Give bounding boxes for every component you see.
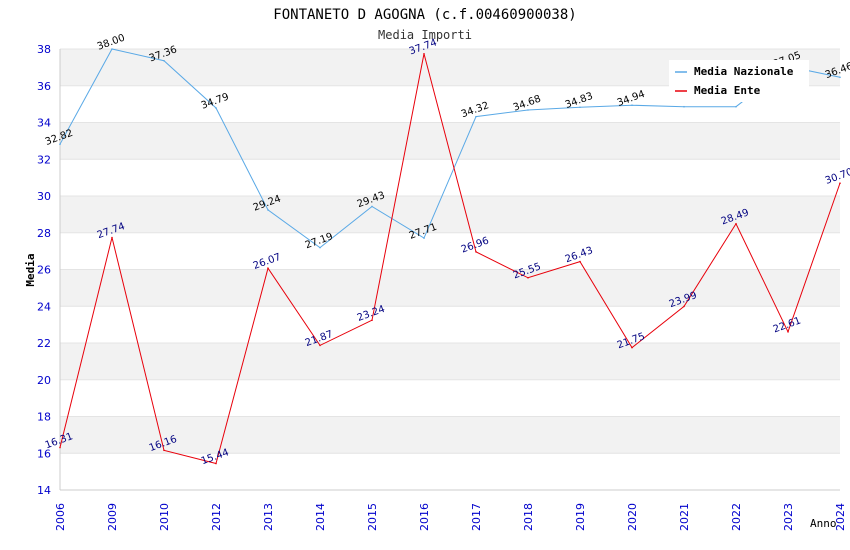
data-point xyxy=(683,305,685,308)
grid-band xyxy=(60,269,840,307)
y-tick-label: 32 xyxy=(37,153,51,166)
data-label: 34.79 xyxy=(200,92,231,112)
x-tick-label: 2023 xyxy=(782,503,795,531)
y-tick-label: 30 xyxy=(37,190,51,203)
data-point xyxy=(735,105,737,108)
data-point xyxy=(787,330,789,333)
data-point xyxy=(163,449,165,452)
y-tick-label: 20 xyxy=(37,374,51,387)
x-tick-label: 2015 xyxy=(366,503,379,531)
x-tick-label: 2013 xyxy=(262,503,275,531)
y-axis-label: Media xyxy=(24,253,37,286)
x-tick-label: 2017 xyxy=(470,503,483,531)
chart-subtitle: Media Importi xyxy=(378,28,472,42)
x-tick-label: 2020 xyxy=(626,503,639,531)
y-tick-label: 18 xyxy=(37,411,51,424)
data-label: 34.32 xyxy=(460,100,491,120)
data-point xyxy=(423,237,425,239)
x-axis-label: Anno xyxy=(810,517,837,530)
x-tick-label: 2014 xyxy=(314,503,327,531)
data-point xyxy=(163,59,165,62)
data-point xyxy=(839,182,841,184)
data-point xyxy=(319,246,321,249)
legend-label-nazionale: Media Nazionale xyxy=(694,65,794,78)
data-point xyxy=(423,52,425,55)
y-tick-labels: 14 16 18 20 22 24 26 28 30 32 34 36 38 xyxy=(37,43,51,497)
data-point xyxy=(267,267,269,270)
x-tick-label: 2016 xyxy=(418,503,431,531)
data-point xyxy=(579,260,581,263)
data-point xyxy=(527,109,529,111)
y-tick-label: 24 xyxy=(37,300,51,313)
grid-band xyxy=(60,343,840,380)
x-tick-label: 2012 xyxy=(210,503,223,531)
data-label: 26.07 xyxy=(252,252,283,272)
data-point xyxy=(839,76,841,79)
data-point xyxy=(683,105,685,108)
y-tick-label: 28 xyxy=(37,227,51,240)
data-point xyxy=(215,107,217,109)
data-point xyxy=(267,209,269,211)
x-tick-label: 2009 xyxy=(106,503,119,531)
data-point xyxy=(59,143,61,145)
y-tick-label: 16 xyxy=(37,447,51,460)
data-label: 27.19 xyxy=(304,231,335,251)
y-tick-label: 14 xyxy=(37,484,51,497)
data-point xyxy=(215,462,217,465)
y-tick-label: 34 xyxy=(37,117,51,130)
x-tick-label: 2018 xyxy=(522,503,535,531)
data-point xyxy=(631,346,633,349)
data-point xyxy=(59,446,61,449)
data-label: 30.70 xyxy=(824,167,850,187)
x-tick-label: 2024 xyxy=(834,503,847,531)
series-group xyxy=(59,48,841,465)
x-tick-label: 2019 xyxy=(574,503,587,531)
grid-band xyxy=(60,196,840,233)
data-point xyxy=(371,205,373,208)
data-point xyxy=(579,106,581,109)
y-tick-label: 22 xyxy=(37,337,51,350)
grid-band xyxy=(60,416,840,454)
data-point xyxy=(475,251,477,253)
y-tick-label: 38 xyxy=(37,43,51,56)
data-point xyxy=(371,319,373,322)
series-line-media-ente xyxy=(59,53,841,465)
legend-box xyxy=(669,60,809,102)
data-point xyxy=(735,222,737,225)
data-point xyxy=(527,276,529,279)
data-point xyxy=(475,115,477,118)
x-tick-label: 2022 xyxy=(730,503,743,531)
legend: Media Nazionale Media Ente xyxy=(669,60,809,102)
data-point xyxy=(111,48,113,50)
chart-title: FONTANETO D AGOGNA (c.f.00460900038) xyxy=(273,7,576,23)
grid-lines xyxy=(60,48,840,491)
data-point xyxy=(319,344,321,347)
y-tick-label: 36 xyxy=(37,80,51,93)
y-tick-label: 26 xyxy=(37,264,51,277)
x-tick-label: 2010 xyxy=(158,503,171,531)
legend-label-ente: Media Ente xyxy=(694,84,761,97)
x-tick-label: 2006 xyxy=(54,503,67,531)
data-label: 34.83 xyxy=(564,91,595,111)
x-tick-labels: 2006 2009 2010 2012 2013 2014 2015 2016 2017 2018… xyxy=(54,503,847,531)
data-label: 22.61 xyxy=(772,315,803,335)
data-point xyxy=(111,236,113,239)
data-point xyxy=(631,104,633,107)
grid-bands xyxy=(60,49,840,454)
data-label: 26.96 xyxy=(460,235,491,255)
data-label: 34.68 xyxy=(512,94,543,114)
x-tick-label: 2021 xyxy=(678,503,691,531)
series-line-media-nazionale xyxy=(59,48,841,249)
